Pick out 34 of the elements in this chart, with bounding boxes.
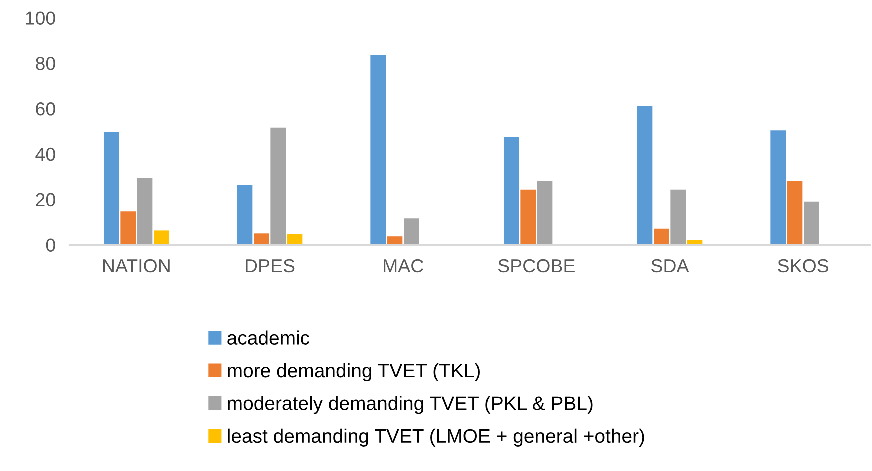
legend-label: academic bbox=[228, 330, 310, 345]
legend-label: moderately demanding TVET (PKL & PBL) bbox=[228, 396, 593, 414]
bar bbox=[654, 228, 670, 245]
y-tick-label: 0 bbox=[46, 238, 56, 252]
bar bbox=[637, 106, 653, 245]
x-tick-label: MAC bbox=[384, 259, 424, 273]
bar bbox=[520, 190, 536, 245]
bar bbox=[670, 190, 686, 245]
legend-label: more demanding TVET (TKL) bbox=[228, 363, 480, 382]
bar bbox=[804, 202, 820, 245]
bar bbox=[770, 130, 786, 245]
bar bbox=[137, 178, 153, 245]
bar bbox=[370, 55, 386, 245]
legend-label: least demanding TVET (LMOE + general +other) bbox=[228, 428, 644, 447]
x-tick-label: SKOS bbox=[778, 259, 829, 273]
bar bbox=[154, 230, 170, 245]
bar bbox=[404, 218, 420, 245]
x-tick-label: NATION bbox=[103, 259, 170, 273]
x-tick-label: DPES bbox=[246, 259, 295, 273]
x-tick-label: SDA bbox=[652, 259, 690, 273]
y-tick-label: 100 bbox=[26, 12, 56, 25]
y-tick-label: 60 bbox=[36, 102, 56, 116]
bar bbox=[270, 128, 286, 245]
y-tick-label: 80 bbox=[36, 57, 56, 70]
bar bbox=[254, 234, 270, 245]
bar bbox=[504, 137, 520, 245]
y-tick-label: 40 bbox=[36, 148, 56, 162]
bar bbox=[104, 132, 120, 245]
bar bbox=[237, 186, 253, 245]
x-tick-label: SPCOBE bbox=[498, 259, 575, 273]
bar bbox=[120, 212, 136, 245]
y-tick-label: 20 bbox=[36, 193, 56, 207]
bar bbox=[787, 180, 803, 245]
bar bbox=[537, 180, 553, 245]
